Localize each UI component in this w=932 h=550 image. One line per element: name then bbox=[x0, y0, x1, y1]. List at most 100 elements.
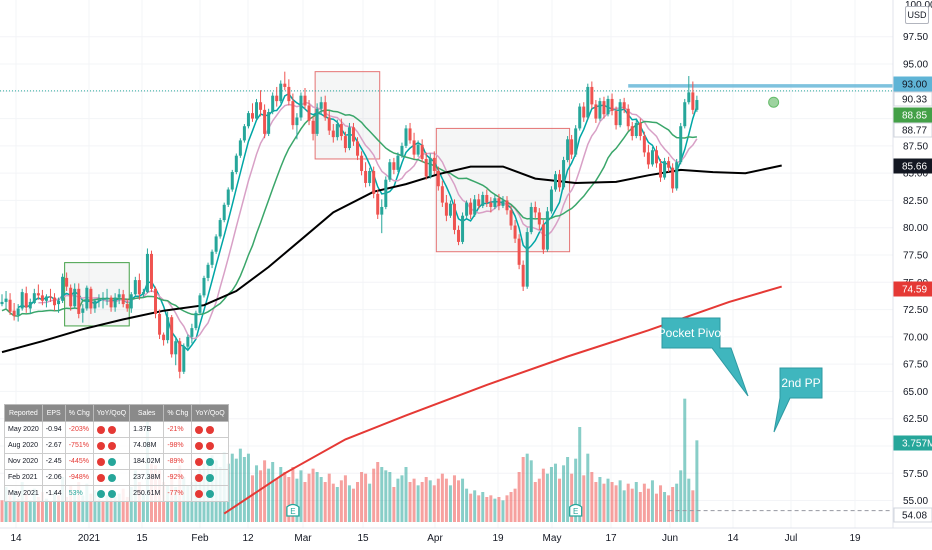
volume-bar bbox=[190, 482, 194, 522]
eps-yoy-cell bbox=[92, 453, 131, 470]
candle-body bbox=[259, 102, 263, 110]
candle-body bbox=[400, 145, 404, 156]
volume-bar bbox=[311, 468, 315, 522]
volume-bar bbox=[469, 493, 473, 522]
time-tick-label: Feb bbox=[191, 533, 209, 544]
callouts: Pocket Pivot 2nd PP bbox=[658, 317, 823, 433]
volume-bar bbox=[582, 475, 586, 522]
volume-bar bbox=[586, 453, 590, 522]
candle-body bbox=[667, 161, 671, 168]
volume-bar bbox=[44, 498, 48, 522]
candle-body bbox=[93, 300, 97, 309]
volume-bar bbox=[501, 500, 505, 522]
candle-body bbox=[541, 224, 545, 250]
volume-bar bbox=[525, 453, 529, 522]
candle-body bbox=[295, 117, 299, 126]
status-dot-red bbox=[195, 457, 204, 466]
time-axis[interactable]: 14 2021 15 Feb 12 Mar 15 Apr 19 May 17 Jun 14 Jul 19 bbox=[0, 527, 932, 544]
candle-body bbox=[602, 101, 606, 115]
candle-body bbox=[129, 294, 133, 309]
candle-body bbox=[230, 172, 234, 190]
candle-body bbox=[319, 102, 323, 109]
candle-body bbox=[77, 288, 81, 314]
candle-body bbox=[271, 95, 275, 113]
volume-bar bbox=[485, 497, 489, 522]
volume-bar bbox=[533, 482, 537, 522]
time-tick-label: 19 bbox=[849, 533, 861, 544]
volume-bar bbox=[638, 492, 642, 522]
earnings-marker-letter: E bbox=[290, 507, 295, 516]
status-dot-red bbox=[195, 441, 204, 450]
candle-body bbox=[545, 211, 549, 250]
candle-body bbox=[190, 328, 194, 337]
candle-body bbox=[428, 157, 432, 177]
currency-label[interactable]: USD bbox=[905, 6, 929, 24]
price-tick-label: 72.50 bbox=[903, 305, 928, 316]
volume-bar bbox=[113, 497, 117, 522]
eps-chg-cell: 53% bbox=[64, 485, 94, 502]
horizontal-levels bbox=[0, 84, 893, 512]
candle-body bbox=[687, 92, 691, 103]
volume-bar bbox=[238, 448, 242, 522]
volume-bar bbox=[553, 463, 557, 522]
sales-chg-cell: -89% bbox=[163, 453, 193, 470]
volume-bar bbox=[602, 483, 606, 522]
price-tick-label: 85.00 bbox=[903, 169, 928, 180]
volume-bar bbox=[101, 500, 105, 522]
candle-body bbox=[634, 122, 638, 137]
time-tick-label: 15 bbox=[357, 533, 369, 544]
volume-bar bbox=[32, 488, 36, 522]
volume-bar bbox=[162, 482, 166, 522]
candle-body bbox=[133, 280, 137, 295]
candle-body bbox=[335, 124, 339, 138]
candle-body bbox=[214, 236, 218, 252]
price-tag-label: 85.66 bbox=[902, 162, 927, 173]
volume-bar bbox=[339, 480, 343, 522]
candle-body bbox=[36, 293, 40, 296]
earnings-marker-icon bbox=[569, 503, 583, 517]
status-dot-green bbox=[107, 489, 116, 498]
candle-body bbox=[194, 312, 198, 329]
candle-body bbox=[380, 206, 384, 215]
volume-bar bbox=[416, 485, 420, 522]
sales-yoy-cell bbox=[191, 485, 229, 502]
candle-body bbox=[610, 98, 614, 111]
price-tick-label: 55.00 bbox=[903, 496, 928, 507]
candle-body bbox=[69, 287, 73, 307]
status-dot-green bbox=[206, 489, 215, 498]
volume-bar bbox=[335, 487, 339, 522]
candle-body bbox=[65, 277, 69, 287]
time-tick-label: 14 bbox=[727, 533, 739, 544]
candle-body bbox=[618, 102, 622, 126]
volume-bar bbox=[654, 493, 658, 522]
candle-body bbox=[222, 204, 226, 221]
earnings-row: Nov 2020 -2.45 -445% 184.02M -89% bbox=[4, 453, 229, 470]
candle-body bbox=[529, 206, 533, 233]
candle-body bbox=[457, 229, 461, 242]
candle-body bbox=[137, 280, 141, 295]
time-tick-label: 17 bbox=[605, 533, 617, 544]
candle-body bbox=[650, 150, 654, 165]
candle-body bbox=[40, 295, 44, 301]
volume-bar bbox=[242, 457, 246, 522]
candle-body bbox=[73, 288, 77, 307]
price-tag-label: 88.85 bbox=[902, 111, 927, 122]
volume-bar bbox=[432, 485, 436, 522]
status-dot-green bbox=[107, 473, 116, 482]
volume-bar bbox=[428, 480, 432, 522]
candle-body bbox=[48, 296, 52, 298]
volume-bar bbox=[376, 462, 380, 522]
volume-bar bbox=[125, 497, 129, 522]
volume-bar bbox=[642, 483, 646, 522]
price-tag-label: 74.59 bbox=[902, 285, 927, 296]
volume-bar bbox=[457, 480, 461, 522]
status-dot-red bbox=[195, 425, 204, 434]
candle-body bbox=[452, 203, 456, 230]
earnings-row: May 2020 -0.94 -203% 1.37B -21% bbox=[4, 421, 229, 438]
volume-bar bbox=[477, 495, 481, 522]
candle-body bbox=[691, 92, 695, 110]
candle-body bbox=[517, 238, 521, 265]
candle-body bbox=[16, 308, 20, 316]
candle-body bbox=[32, 293, 36, 304]
candle-body bbox=[465, 202, 469, 216]
